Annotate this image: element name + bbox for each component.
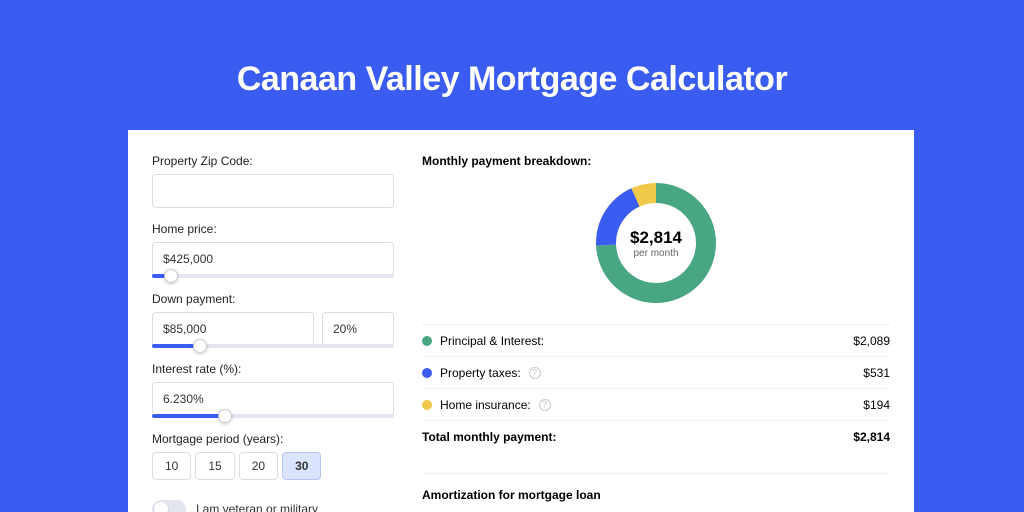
donut-sub: per month xyxy=(633,248,678,259)
donut-amount: $2,814 xyxy=(630,228,682,248)
down-payment-input[interactable] xyxy=(152,312,314,346)
info-icon[interactable]: ? xyxy=(539,399,551,411)
legend: Principal & Interest: $2,089 Property ta… xyxy=(422,324,890,453)
period-option-15[interactable]: 15 xyxy=(195,452,234,480)
zip-input[interactable] xyxy=(152,174,394,208)
down-payment-field: Down payment: xyxy=(152,292,394,348)
page-title: Canaan Valley Mortgage Calculator xyxy=(0,0,1024,99)
interest-label: Interest rate (%): xyxy=(152,362,394,376)
period-label: Mortgage period (years): xyxy=(152,432,394,446)
slider-thumb[interactable] xyxy=(164,269,178,283)
legend-label: Property taxes: xyxy=(440,366,521,380)
info-icon[interactable]: ? xyxy=(529,367,541,379)
dot-icon xyxy=(422,368,432,378)
dot-icon xyxy=(422,400,432,410)
slider-fill xyxy=(152,414,225,418)
toggle-knob xyxy=(154,502,168,512)
slider-thumb[interactable] xyxy=(218,409,232,423)
home-price-field: Home price: xyxy=(152,222,394,278)
breakdown-panel: Monthly payment breakdown: $2,814 per mo… xyxy=(422,154,890,512)
period-option-30[interactable]: 30 xyxy=(282,452,321,480)
dot-icon xyxy=(422,336,432,346)
legend-row-principal: Principal & Interest: $2,089 xyxy=(422,325,890,357)
total-label: Total monthly payment: xyxy=(422,430,556,444)
amortization-section: Amortization for mortgage loan Amortizat… xyxy=(422,473,890,512)
amortization-title: Amortization for mortgage loan xyxy=(422,488,890,502)
period-option-20[interactable]: 20 xyxy=(239,452,278,480)
home-price-input[interactable] xyxy=(152,242,394,276)
legend-row-taxes: Property taxes: ? $531 xyxy=(422,357,890,389)
legend-value: $531 xyxy=(863,366,890,380)
form-panel: Property Zip Code: Home price: Down paym… xyxy=(152,154,394,512)
legend-row-total: Total monthly payment: $2,814 xyxy=(422,421,890,453)
veteran-toggle[interactable] xyxy=(152,500,186,512)
breakdown-title: Monthly payment breakdown: xyxy=(422,154,890,168)
legend-value: $194 xyxy=(863,398,890,412)
legend-value: $2,089 xyxy=(853,334,890,348)
veteran-row: I am veteran or military xyxy=(152,500,394,512)
period-field: Mortgage period (years): 10 15 20 30 xyxy=(152,432,394,480)
legend-label: Home insurance: xyxy=(440,398,531,412)
interest-input[interactable] xyxy=(152,382,394,416)
page-background: Canaan Valley Mortgage Calculator Proper… xyxy=(0,0,1024,512)
down-payment-label: Down payment: xyxy=(152,292,394,306)
down-payment-pct-input[interactable] xyxy=(322,312,394,346)
calculator-card: Property Zip Code: Home price: Down paym… xyxy=(128,130,914,512)
zip-label: Property Zip Code: xyxy=(152,154,394,168)
period-option-10[interactable]: 10 xyxy=(152,452,191,480)
period-pills: 10 15 20 30 xyxy=(152,452,394,480)
home-price-slider[interactable] xyxy=(152,274,394,278)
zip-field: Property Zip Code: xyxy=(152,154,394,208)
home-price-label: Home price: xyxy=(152,222,394,236)
veteran-label: I am veteran or military xyxy=(196,502,318,512)
donut-wrap: $2,814 per month xyxy=(422,180,890,306)
legend-label: Principal & Interest: xyxy=(440,334,544,348)
interest-field: Interest rate (%): xyxy=(152,362,394,418)
down-payment-slider[interactable] xyxy=(152,344,394,348)
legend-row-insurance: Home insurance: ? $194 xyxy=(422,389,890,421)
donut-center: $2,814 per month xyxy=(593,180,719,306)
donut-chart: $2,814 per month xyxy=(593,180,719,306)
slider-thumb[interactable] xyxy=(193,339,207,353)
total-value: $2,814 xyxy=(853,430,890,444)
interest-slider[interactable] xyxy=(152,414,394,418)
